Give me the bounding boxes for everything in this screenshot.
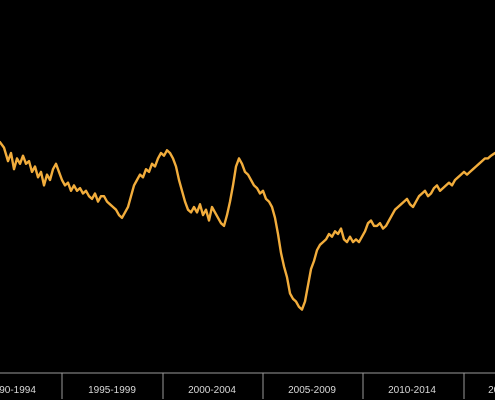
x-tick-label: 2005-2009 <box>288 385 336 396</box>
series-line-0 <box>0 141 495 311</box>
x-axis: 1990-1994 1995-1999 2000-2004 2005-2009 2010… <box>0 372 495 399</box>
x-tick-label: 1990-1994 <box>0 385 36 396</box>
x-tick-label: 2015-2019 <box>488 385 495 396</box>
x-tick-label: 1995-1999 <box>88 385 136 396</box>
x-tick-label: 2010-2014 <box>388 385 436 396</box>
plot-area <box>0 141 495 311</box>
x-tick-label: 2000-2004 <box>188 385 236 396</box>
